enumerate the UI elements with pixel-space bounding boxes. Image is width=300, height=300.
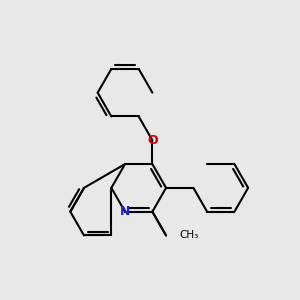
Text: O: O [147, 134, 158, 147]
Text: CH₃: CH₃ [180, 230, 199, 241]
Text: N: N [120, 205, 130, 218]
